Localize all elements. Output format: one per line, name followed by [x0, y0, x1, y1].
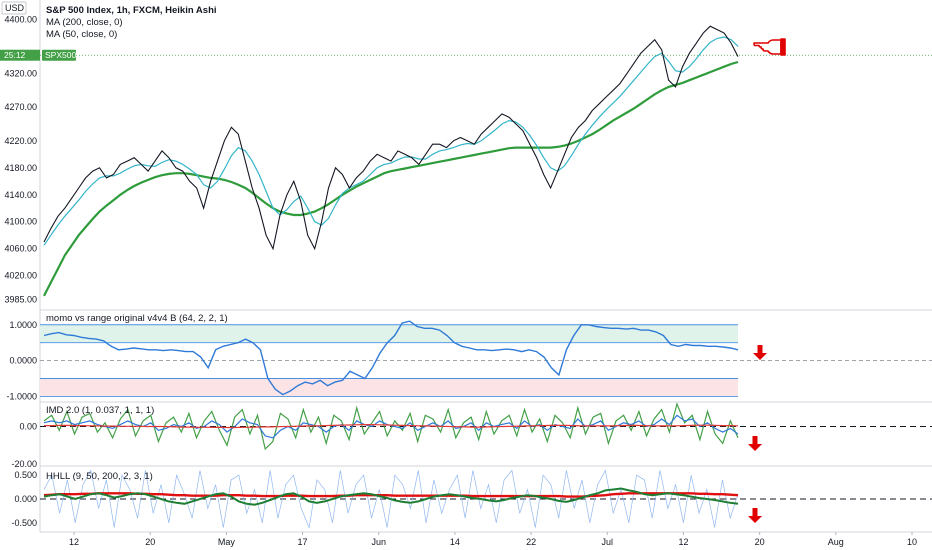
price-tick-label: 4180.00 [4, 163, 37, 173]
price-tick-label: 4140.00 [4, 190, 37, 200]
price-line [43, 25, 739, 251]
hhll-tick-label: -0.500 [11, 518, 37, 528]
last-price-symbol-box [42, 49, 76, 61]
legend-title: S&P 500 Index, 1h, FXCM, Heikin Ashi [46, 5, 217, 16]
imd-axis: 0.00 -20.00 [11, 422, 37, 470]
last-price-symbol: SPX500 [45, 50, 76, 60]
hhll-red-line [43, 492, 739, 498]
price-tick-label: 4100.00 [4, 217, 37, 227]
momo-upper-band [40, 324, 738, 343]
ma200-line [43, 60, 739, 297]
time-tick-label: 12 [678, 537, 688, 547]
hhll-tick-label: 0.500 [14, 470, 37, 480]
momo-axis: 1.0000 0.0000 -1.0000 [6, 320, 37, 402]
legend-ma50: MA (50, close, 0) [46, 29, 117, 40]
time-tick-label: 22 [526, 537, 536, 547]
price-tick-label: 4060.00 [4, 244, 37, 254]
imd-title: IMD 2.0 (1, 0.037, 1, 1, 1) [46, 405, 154, 416]
time-tick-label: Jun [371, 537, 386, 547]
time-tick-label: 20 [145, 537, 155, 547]
imd-green-line [43, 402, 739, 451]
price-tick-label: 4020.00 [4, 271, 37, 281]
last-price-tag: 25:12 SPX500 [0, 49, 76, 61]
currency-label: USD [5, 3, 25, 13]
price-tick-label: 3985.00 [4, 294, 37, 304]
currency-box [1, 1, 27, 15]
hhll-thin-line [43, 469, 739, 529]
hhll-tick-label: 0.000 [14, 494, 37, 504]
price-tick-label: 4320.00 [4, 68, 37, 78]
momo-lower-band [40, 378, 738, 397]
time-tick-label: Aug [828, 537, 844, 547]
price-panel: USD 4400.004320.004270.004220.004180.004… [0, 1, 932, 305]
time-tick-label: 20 [755, 537, 765, 547]
time-axis: 12 20 May 17 Jun 14 22 Jul 12 20 Aug 10 [69, 532, 917, 547]
price-tick-label: 4270.00 [4, 102, 37, 112]
momo-tick-label: 1.0000 [9, 320, 37, 330]
momo-title: momo vs range original v4v4 B (64, 2, 2,… [46, 313, 228, 324]
price-axis: 4400.00 4320.00 4270.00 4220.00 4180.00 4140.… [4, 15, 37, 305]
momo-band-lines [40, 324, 738, 397]
momo-line [43, 320, 739, 396]
momo-panel: momo vs range original v4v4 B (64, 2, 2,… [6, 313, 932, 401]
imd-tick-label: -20.00 [11, 459, 37, 469]
hhll-title: HHLL (9, 50, 200, 2, 3, 1) [46, 471, 153, 482]
momo-down-arrow-icon [753, 345, 767, 360]
price-tick-label: 4220.00 [4, 136, 37, 146]
time-tick-label: 10 [907, 537, 917, 547]
legend: S&P 500 Index, 1h, FXCM, Heikin Ashi MA … [46, 5, 217, 40]
last-price-time: 25:12 [4, 50, 26, 60]
imd-down-arrow-icon [748, 436, 762, 451]
price-tick-label: 4400.00 [4, 15, 37, 25]
time-tick-label: 12 [69, 537, 79, 547]
imd-panel: IMD 2.0 (1, 0.037, 1, 1, 1) 0.00 -20.00 [11, 402, 932, 470]
panel-separators [39, 0, 932, 533]
momo-tick-label: -1.0000 [6, 391, 37, 401]
time-tick-label: Jul [602, 537, 614, 547]
pointing-hand-icon [753, 38, 786, 56]
ma50-line [43, 36, 739, 246]
hhll-axis: 0.500 0.000 -0.500 [11, 470, 37, 528]
hhll-down-arrow-icon [748, 508, 762, 523]
time-tick-label: 17 [297, 537, 307, 547]
hhll-panel: HHLL (9, 50, 200, 2, 3, 1) 0.500 0.000 -0.… [11, 469, 932, 529]
momo-tick-label: 0.0000 [9, 356, 37, 366]
time-tick-label: 14 [450, 537, 460, 547]
time-tick-label: May [218, 537, 236, 547]
last-price-time-box [0, 49, 40, 61]
legend-ma200: MA (200, close, 0) [46, 17, 123, 28]
imd-tick-label: 0.00 [19, 422, 37, 432]
hhll-green-line [43, 487, 739, 506]
imd-red-line [44, 424, 739, 429]
